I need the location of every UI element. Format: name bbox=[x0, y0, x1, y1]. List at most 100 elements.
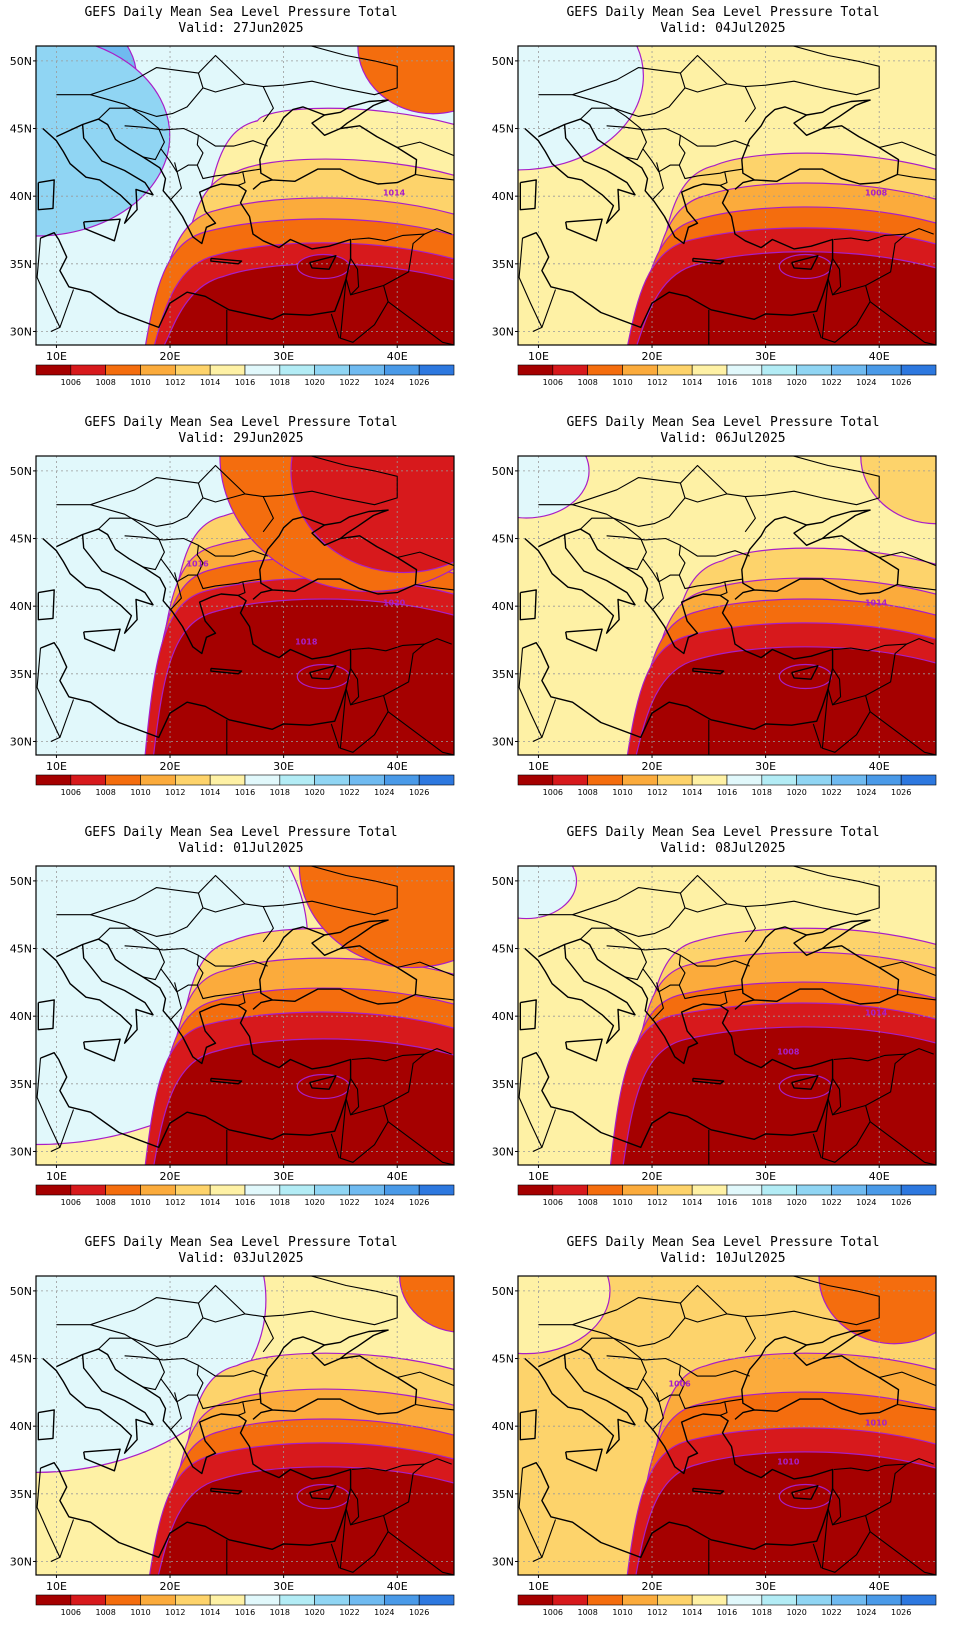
colorbar: 1006 1008 1010 1012 1014 1016 1018 1020 1022 1024… bbox=[35, 364, 455, 387]
lon-tick-label: 40E bbox=[387, 1170, 408, 1183]
colorbar-swatch bbox=[279, 364, 315, 376]
map-area bbox=[36, 1276, 454, 1575]
coastline bbox=[524, 1354, 636, 1454]
country-border bbox=[56, 1284, 274, 1353]
country-border bbox=[879, 961, 936, 977]
colorbar-label: 1016 bbox=[717, 1198, 737, 1207]
coastline bbox=[565, 218, 603, 242]
country-border bbox=[719, 581, 728, 596]
colorbar-label: 1012 bbox=[165, 788, 185, 797]
country-border bbox=[339, 1508, 389, 1573]
panel-title: GEFS Daily Mean Sea Level Pressure Total… bbox=[482, 1235, 964, 1267]
colorbar-label: 1022 bbox=[821, 378, 841, 387]
lat-tick-label: 30N bbox=[10, 735, 32, 748]
coastline bbox=[40, 118, 352, 329]
country-border bbox=[56, 54, 274, 123]
lat-tick-label: 45N bbox=[10, 1353, 32, 1366]
country-border bbox=[98, 1337, 165, 1391]
panel-title: GEFS Daily Mean Sea Level Pressure Total… bbox=[482, 825, 964, 857]
lon-tick-label: 30E bbox=[755, 1580, 776, 1593]
pressure-fill-high bbox=[518, 46, 644, 171]
map-area bbox=[36, 866, 454, 1165]
country-border bbox=[827, 1488, 842, 1526]
colorbar-swatch bbox=[209, 1184, 246, 1196]
colorbar-swatch bbox=[314, 1184, 350, 1196]
pressure-fill-low-ne bbox=[298, 866, 454, 969]
country-border bbox=[196, 574, 261, 590]
lon-tick-label: 20E bbox=[642, 1580, 663, 1593]
map-panel: 1020 1018 1016 50N 45N 40N 35N 30N 10E 20E 30E 40E 1… bbox=[0, 410, 482, 820]
contour-label: 1014 bbox=[865, 1009, 888, 1018]
colorbar-label: 1018 bbox=[270, 1608, 290, 1617]
lat-tick-label: 45N bbox=[492, 943, 514, 956]
colorbar-label: 1006 bbox=[61, 1608, 81, 1617]
country-border bbox=[812, 1543, 822, 1569]
country-border bbox=[339, 688, 389, 753]
colorbar-label: 1006 bbox=[61, 788, 81, 797]
country-border bbox=[263, 1276, 398, 1326]
colorbar-label: 1010 bbox=[130, 1198, 150, 1207]
colorbar-label: 1006 bbox=[543, 1198, 563, 1207]
colorbar-label: 1024 bbox=[856, 378, 876, 387]
country-border bbox=[50, 699, 75, 743]
colorbar-label: 1018 bbox=[270, 1198, 290, 1207]
coastline bbox=[522, 938, 834, 1149]
map-frame bbox=[35, 1275, 455, 1576]
colorbar-label: 1014 bbox=[682, 378, 702, 387]
coastline bbox=[40, 938, 352, 1149]
country-border bbox=[827, 1078, 842, 1116]
country-border bbox=[415, 173, 454, 181]
cyprus-low bbox=[296, 253, 350, 280]
country-border bbox=[124, 125, 164, 131]
lat-tick-label: 45N bbox=[492, 533, 514, 546]
contour-label: 1008 bbox=[777, 1047, 800, 1056]
valid-prefix: Valid: bbox=[660, 841, 708, 856]
valid-date: 04Jul2025 bbox=[715, 21, 786, 36]
colorbar-label: 1020 bbox=[786, 1608, 806, 1617]
country-border bbox=[198, 134, 268, 147]
country-border bbox=[572, 903, 728, 937]
colorbar: 1006 1008 1010 1012 1014 1016 1018 1020 1022 1024… bbox=[35, 1184, 455, 1207]
lon-tick-label: 20E bbox=[160, 1580, 181, 1593]
country-border bbox=[518, 1468, 543, 1558]
country-border bbox=[351, 1048, 452, 1062]
colorbar: 1006 1008 1010 1012 1014 1016 1018 1020 1022 1024… bbox=[517, 1594, 937, 1617]
colorbar-swatch bbox=[866, 364, 902, 376]
country-border bbox=[397, 551, 454, 567]
country-border bbox=[678, 1394, 743, 1410]
colorbar-swatch bbox=[279, 1184, 315, 1196]
valid-date: 10Jul2025 bbox=[715, 1251, 786, 1266]
country-border bbox=[518, 1058, 543, 1148]
colorbar-swatch bbox=[105, 1594, 141, 1606]
coastline bbox=[734, 1336, 900, 1420]
colorbar-swatch bbox=[552, 774, 588, 786]
country-border bbox=[538, 54, 756, 123]
country-border bbox=[679, 892, 686, 909]
coastline bbox=[519, 999, 537, 1031]
coastline bbox=[324, 99, 389, 130]
valid-date: 29Jun2025 bbox=[233, 431, 304, 446]
colorbar-swatch bbox=[517, 1184, 554, 1196]
colorbar-swatch bbox=[314, 774, 350, 786]
country-border bbox=[56, 464, 274, 533]
map-frame bbox=[35, 455, 455, 756]
coastline bbox=[734, 106, 900, 190]
lon-tick-label: 30E bbox=[273, 350, 294, 363]
country-border bbox=[642, 127, 686, 173]
valid-prefix: Valid: bbox=[178, 431, 226, 446]
coastline bbox=[42, 1354, 154, 1454]
lat-tick-label: 35N bbox=[492, 1488, 514, 1501]
lat-tick-label: 50N bbox=[492, 465, 514, 478]
colorbar-swatch bbox=[726, 364, 763, 376]
colorbar-label: 1016 bbox=[717, 378, 737, 387]
country-border bbox=[680, 1364, 750, 1377]
colorbar-swatch bbox=[622, 1594, 658, 1606]
country-border bbox=[330, 313, 340, 339]
pressure-fill-low bbox=[636, 251, 936, 345]
country-border bbox=[833, 638, 934, 652]
coastline bbox=[791, 1484, 819, 1500]
